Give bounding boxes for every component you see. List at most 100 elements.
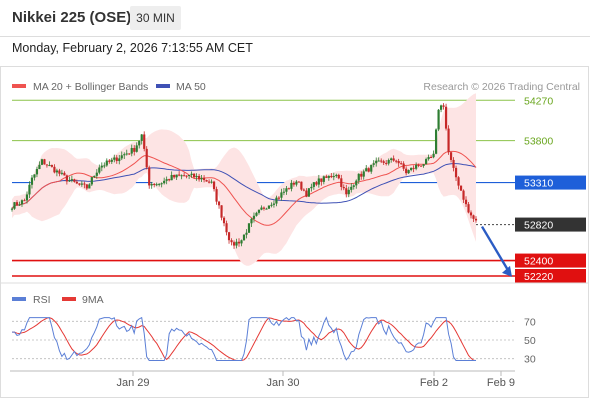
candle-body bbox=[367, 168, 370, 172]
ma9-legend-swatch bbox=[62, 297, 76, 301]
candle-body bbox=[454, 167, 458, 178]
candle-body bbox=[128, 153, 131, 155]
candle-body bbox=[232, 242, 236, 246]
candle-body bbox=[143, 134, 146, 149]
candle-body bbox=[50, 165, 54, 167]
candle-body bbox=[160, 183, 163, 185]
candle-body bbox=[250, 218, 253, 224]
candle-body bbox=[65, 175, 68, 182]
candle-body bbox=[240, 240, 243, 244]
candle-body bbox=[35, 169, 39, 175]
candle-body bbox=[282, 191, 286, 193]
last-price-label-box bbox=[515, 217, 586, 232]
candle-body bbox=[73, 179, 76, 182]
candle-body bbox=[98, 167, 101, 173]
candle-body bbox=[315, 182, 318, 185]
candle-body bbox=[140, 134, 143, 141]
candle-body bbox=[138, 140, 141, 146]
candle-body bbox=[222, 217, 226, 224]
candle-body bbox=[180, 175, 183, 177]
ma50-line bbox=[11, 163, 477, 210]
ma50-legend-swatch bbox=[156, 84, 170, 88]
candle-body bbox=[153, 183, 156, 185]
candle-body bbox=[365, 168, 368, 172]
candle-body bbox=[267, 205, 271, 209]
moving-averages bbox=[11, 150, 477, 226]
candle-body bbox=[247, 223, 251, 233]
candle-body bbox=[255, 212, 258, 216]
candle-body bbox=[55, 170, 59, 173]
candle-body bbox=[212, 181, 216, 190]
rsi-tick-label: 30 bbox=[524, 354, 536, 366]
candle-body bbox=[58, 170, 61, 174]
support-label-box bbox=[515, 269, 586, 283]
datetime-label: Monday, February 2, 2026 7:13:55 AM CET bbox=[12, 41, 253, 55]
candle-body bbox=[115, 157, 118, 162]
candle-body bbox=[217, 201, 221, 206]
candle-body bbox=[68, 180, 71, 182]
candle-body bbox=[15, 202, 19, 205]
candle-body bbox=[145, 148, 148, 168]
candle-body bbox=[350, 186, 353, 190]
candle-body bbox=[28, 184, 31, 195]
last-price-label: 52820 bbox=[524, 220, 553, 232]
pivot-label: 53310 bbox=[524, 178, 553, 190]
candle-body bbox=[415, 164, 418, 169]
candle-body bbox=[272, 203, 276, 205]
candle-body bbox=[18, 204, 21, 206]
candle-body bbox=[275, 197, 278, 204]
candle-body bbox=[464, 199, 468, 205]
rsi-legend-swatch bbox=[12, 297, 26, 301]
candle-body bbox=[130, 147, 133, 154]
candle-body bbox=[340, 178, 343, 187]
ma20-line bbox=[11, 150, 477, 226]
candle-body bbox=[422, 164, 425, 166]
timeframe-button[interactable]: 30 MIN bbox=[130, 6, 181, 30]
candle-body bbox=[123, 154, 126, 156]
candle-body bbox=[170, 174, 173, 181]
candle-body bbox=[173, 174, 176, 178]
candle-body bbox=[150, 183, 153, 186]
ma20-legend-swatch bbox=[12, 84, 26, 88]
candle-body bbox=[78, 183, 81, 185]
candle-body bbox=[133, 147, 136, 152]
candle-body bbox=[252, 215, 256, 219]
candle-body bbox=[178, 174, 181, 176]
candle-body bbox=[467, 204, 470, 213]
candle-body bbox=[387, 159, 390, 164]
candle-body bbox=[437, 109, 440, 130]
candle-body bbox=[197, 175, 201, 180]
candle-body bbox=[362, 171, 365, 177]
candle-body bbox=[355, 180, 358, 186]
instrument-title: Nikkei 225 (OSE) bbox=[12, 9, 132, 26]
ma9-legend-label: 9MA bbox=[82, 294, 104, 306]
candle-body bbox=[118, 158, 121, 162]
candle-body bbox=[108, 160, 111, 162]
forecast-arrow-line bbox=[480, 225, 511, 273]
candle-body bbox=[442, 105, 445, 107]
candle-body bbox=[429, 157, 433, 159]
candle-body bbox=[43, 159, 46, 165]
rsi-legend-label: RSI bbox=[33, 294, 51, 306]
candle-body bbox=[382, 161, 385, 163]
candle-body bbox=[33, 174, 36, 178]
candle-body bbox=[158, 183, 161, 185]
candle-body bbox=[370, 164, 373, 172]
bollinger-band-fill bbox=[12, 93, 476, 266]
candle-body bbox=[390, 158, 393, 160]
candle-body bbox=[48, 165, 51, 167]
candle-body bbox=[183, 175, 186, 177]
candle-body bbox=[452, 159, 455, 168]
candle-body bbox=[38, 164, 41, 170]
support-label: 52220 bbox=[524, 271, 553, 283]
candle-body bbox=[357, 173, 360, 181]
candle-body bbox=[103, 165, 106, 167]
candle-body bbox=[168, 179, 171, 181]
rsi-line bbox=[12, 316, 476, 361]
candle-body bbox=[352, 185, 355, 187]
candle-body bbox=[13, 202, 16, 209]
x-tick-label: Feb 9 bbox=[487, 377, 515, 389]
support-label-box bbox=[515, 253, 586, 268]
rsi-tick-label: 70 bbox=[524, 316, 536, 328]
candle-body bbox=[237, 241, 241, 244]
